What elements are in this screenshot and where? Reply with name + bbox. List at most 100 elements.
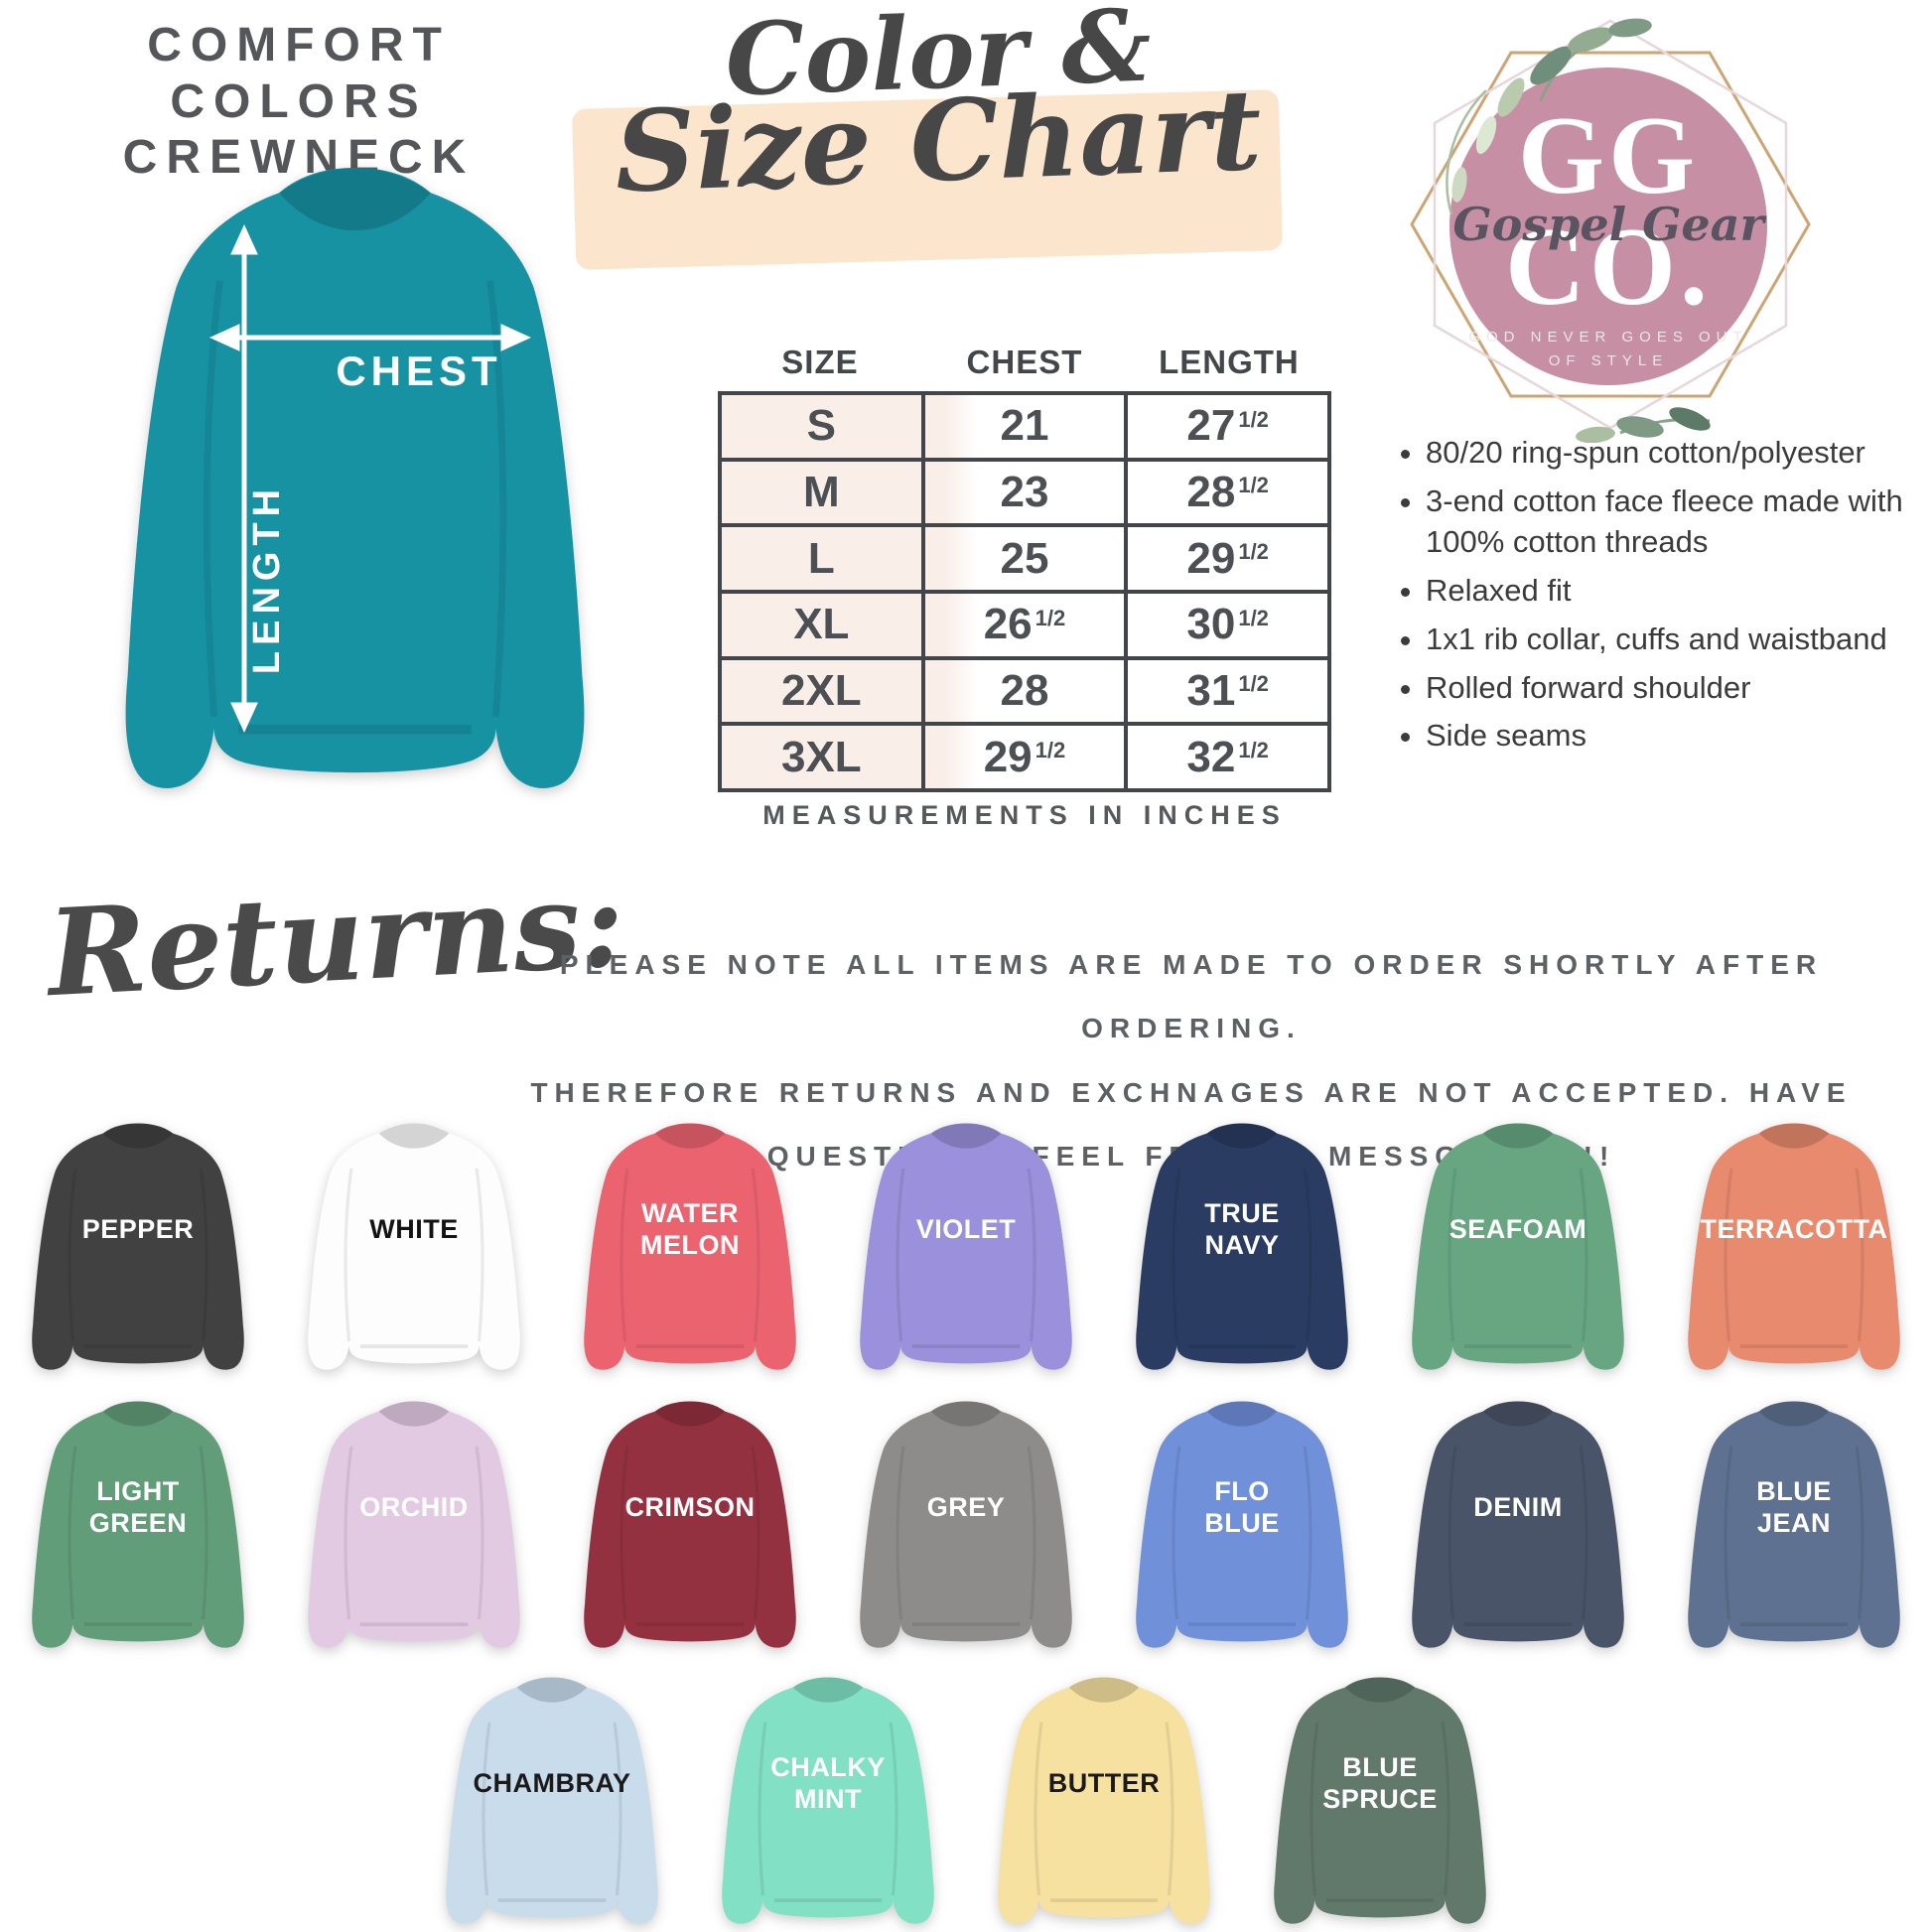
color-name-label: BLUE SPRUCE xyxy=(1322,1752,1438,1814)
size-row: S 21 27 1/2 xyxy=(718,391,1331,462)
returns-note-line: PLEASE NOTE ALL ITEMS ARE MADE TO ORDER … xyxy=(559,949,1824,1044)
fraction: 1/2 xyxy=(1238,738,1269,763)
chest-cell: 28 xyxy=(920,655,1129,727)
right-sleeve-seam xyxy=(889,1722,898,1896)
sweatshirt-graphic xyxy=(1136,1401,1348,1648)
color-name-label: GREY xyxy=(926,1492,1006,1523)
color-swatch: LIGHT GREEN xyxy=(0,1392,276,1662)
sweatshirt-body xyxy=(308,1123,520,1370)
sweatshirt-graphic xyxy=(32,1123,244,1370)
color-swatch: BLUE JEAN xyxy=(1656,1392,1932,1662)
right-sleeve-seam xyxy=(1303,1168,1312,1342)
feature-item: Rolled forward shoulder xyxy=(1426,668,1932,709)
size-cell: XL xyxy=(718,589,925,660)
logo-tagline-line-2: OF STYLE xyxy=(1549,352,1669,369)
size-cell: 2XL xyxy=(718,655,925,727)
chest-arrow-right-icon xyxy=(500,324,532,351)
fraction: 1/2 xyxy=(1238,605,1269,630)
left-sleeve-seam xyxy=(68,1446,77,1620)
measurement-arrows: CHEST LENGTH xyxy=(208,223,532,734)
length-cell: 28 1/2 xyxy=(1124,457,1331,528)
sweatshirt-graphic xyxy=(998,1677,1210,1924)
returns-heading: Returns: xyxy=(44,853,628,1025)
logo-tagline-line-1: GOD NEVER GOES OUT xyxy=(1468,329,1747,345)
right-sleeve-seam xyxy=(1579,1168,1588,1342)
sweatshirt-body xyxy=(584,1123,796,1370)
chest-cell: 25 xyxy=(920,523,1129,594)
left-sleeve-seam xyxy=(1448,1446,1457,1620)
sweatshirt-graphic xyxy=(1412,1123,1624,1370)
chest-cell: 23 xyxy=(920,457,1129,528)
color-swatch-row: PEPPER WHITE WATER MELON VIOLET TRUE NAV… xyxy=(0,1114,1932,1384)
color-swatch: ORCHID xyxy=(276,1392,552,1662)
sweatshirt-body xyxy=(32,1401,244,1648)
sweatshirt-body xyxy=(32,1123,244,1370)
length-cell: 31 1/2 xyxy=(1124,655,1331,727)
color-name-label: VIOLET xyxy=(915,1214,1017,1245)
size-cell: M xyxy=(718,457,925,528)
right-sleeve-seam xyxy=(475,1446,484,1620)
sweatshirt-body xyxy=(1136,1401,1348,1648)
chest-label: CHEST xyxy=(336,347,501,394)
color-swatch: BLUE SPRUCE xyxy=(1242,1668,1518,1932)
logo-circle xyxy=(1449,68,1767,385)
measurements-footnote: MEASUREMENTS IN INCHES xyxy=(762,800,1287,830)
color-name-label: ORCHID xyxy=(359,1492,469,1523)
feature-item: 80/20 ring-spun cotton/polyester xyxy=(1426,433,1932,474)
length-cell: 32 1/2 xyxy=(1124,722,1331,792)
sweatshirt-graphic xyxy=(1412,1401,1624,1648)
size-chart-column-headers: SIZE CHEST LENGTH xyxy=(718,344,1331,381)
left-sleeve-seam xyxy=(344,1446,353,1620)
sweatshirt-body xyxy=(1688,1401,1900,1648)
length-cell: 29 1/2 xyxy=(1124,523,1331,594)
chart-heading-line-2: Size Chart xyxy=(613,65,1264,218)
right-sleeve-seam xyxy=(199,1168,208,1342)
column-header-chest: CHEST xyxy=(966,344,1083,380)
color-name-label: WHITE xyxy=(369,1214,459,1245)
length-arrow-down-icon xyxy=(230,702,258,734)
collar-shade xyxy=(654,1123,726,1149)
right-sleeve-seam xyxy=(1855,1168,1864,1342)
color-swatch: VIOLET xyxy=(828,1114,1104,1384)
sweatshirt-graphic xyxy=(584,1123,796,1370)
column-header-size: SIZE xyxy=(781,344,859,380)
collar-shade xyxy=(1758,1123,1830,1149)
collar-shade xyxy=(378,1401,450,1427)
right-sleeve-seam xyxy=(1441,1722,1450,1896)
color-swatch: PEPPER xyxy=(0,1114,276,1384)
feature-item: 3-end cotton face fleece made with 100% … xyxy=(1426,482,1932,563)
sweatshirt-body xyxy=(446,1677,658,1924)
gospel-gear-logo: GG CO. Gospel Gear GOD NEVER GOES OUT OF… xyxy=(1410,18,1811,443)
left-sleeve-seam xyxy=(1448,1168,1457,1342)
collar-shade xyxy=(930,1123,1002,1149)
fraction: 1/2 xyxy=(1035,738,1066,763)
collar-shade xyxy=(102,1401,174,1427)
color-name-label: SEAFOAM xyxy=(1449,1214,1587,1245)
sweatshirt-body xyxy=(1412,1401,1624,1648)
title-line-1: COMFORT COLORS xyxy=(147,19,451,128)
sweatshirt-body xyxy=(722,1677,934,1924)
sweatshirt-body xyxy=(125,167,585,788)
left-sleeve-seam xyxy=(68,1168,77,1342)
sweatshirt-graphic xyxy=(446,1677,658,1924)
size-row: M 23 28 1/2 xyxy=(718,457,1331,528)
size-row: XL 26 1/2 30 1/2 xyxy=(718,589,1331,660)
left-sleeve-seam xyxy=(620,1168,629,1342)
fraction: 1/2 xyxy=(1238,671,1269,697)
color-swatch: CHAMBRAY xyxy=(414,1668,690,1932)
column-header-length: LENGTH xyxy=(1159,344,1300,380)
color-name-label: TERRACOTTA xyxy=(1700,1214,1888,1245)
left-sleeve-seam xyxy=(1310,1722,1319,1896)
sweatshirt-body xyxy=(860,1123,1072,1370)
chest-cell: 29 1/2 xyxy=(920,722,1129,792)
color-swatch: DENIM xyxy=(1380,1392,1656,1662)
collar-shade xyxy=(279,167,431,231)
color-swatch: GREY xyxy=(828,1392,1104,1662)
chest-cell: 26 1/2 xyxy=(920,589,1129,660)
fraction: 1/2 xyxy=(1035,605,1066,630)
left-sleeve-seam xyxy=(1034,1722,1043,1896)
left-sleeve-seam xyxy=(344,1168,353,1342)
color-name-label: TRUE NAVY xyxy=(1204,1198,1280,1260)
returns-note-line: THEREFORE RETURNS AND EXCHNAGES ARE NOT … xyxy=(530,1076,1853,1108)
